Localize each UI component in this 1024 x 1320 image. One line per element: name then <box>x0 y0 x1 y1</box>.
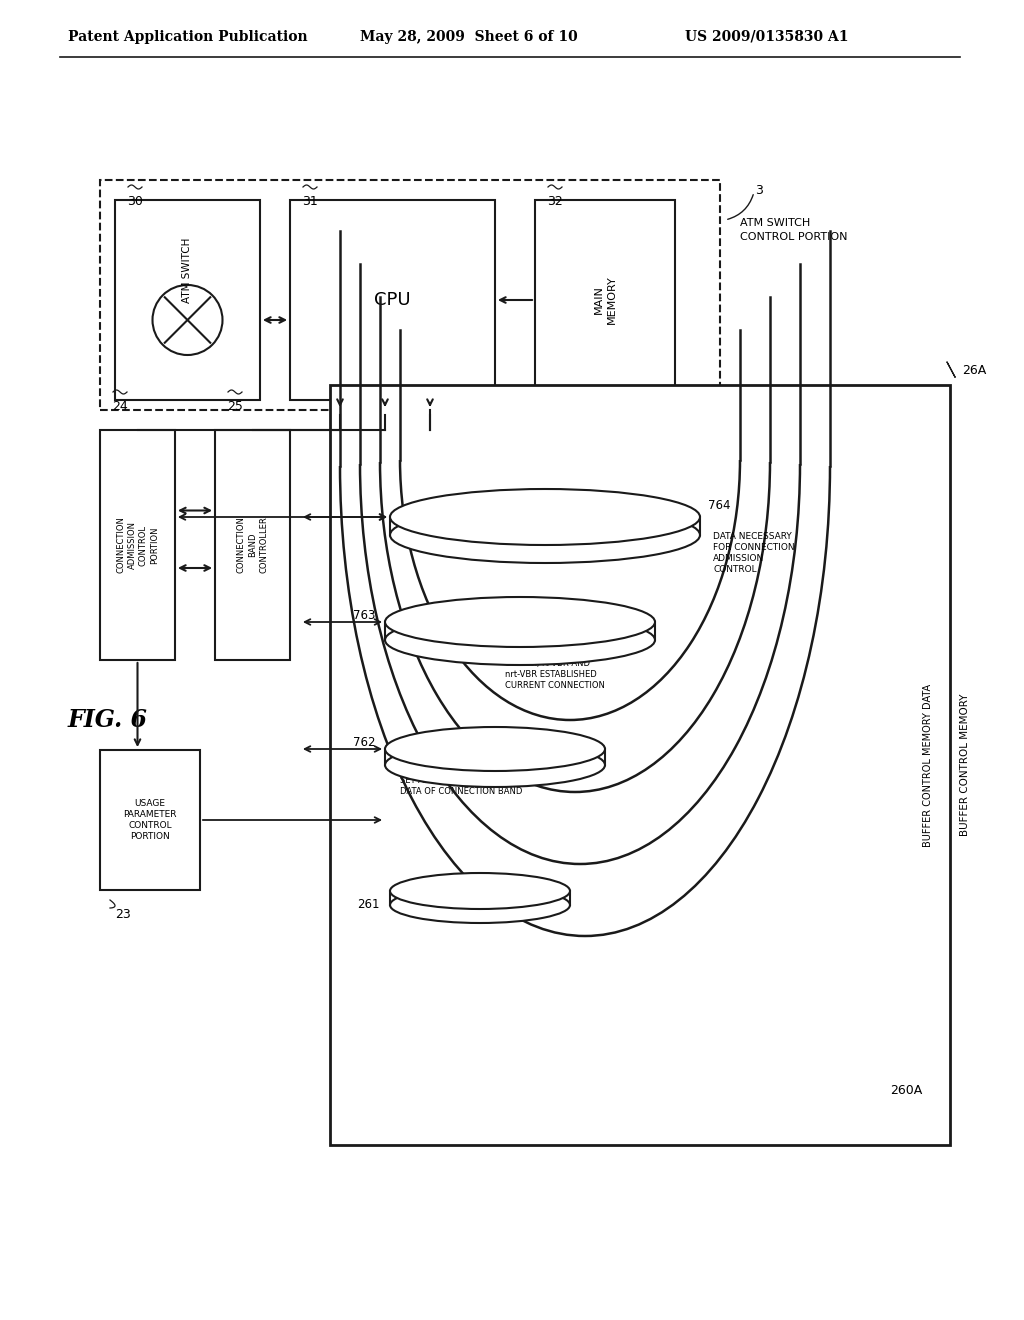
Text: 24: 24 <box>112 400 128 413</box>
Text: 30: 30 <box>127 195 143 209</box>
Ellipse shape <box>390 887 570 923</box>
Text: MAIN
MEMORY: MAIN MEMORY <box>593 276 616 325</box>
Bar <box>100 430 175 660</box>
Text: Patent Application Publication: Patent Application Publication <box>68 30 307 44</box>
Ellipse shape <box>385 615 655 665</box>
Ellipse shape <box>385 597 655 647</box>
Text: BUFFER CONTROL MEMORY DATA: BUFFER CONTROL MEMORY DATA <box>923 684 933 846</box>
Bar <box>535 201 675 400</box>
Text: CPU: CPU <box>374 290 411 309</box>
Text: FIG. 6: FIG. 6 <box>68 708 148 733</box>
Bar <box>100 180 720 411</box>
Text: BAND DATA PER CONNECTION
DECLARED UPON SVC SETTING
DEMAND: BAND DATA PER CONNECTION DECLARED UPON S… <box>406 886 545 917</box>
Ellipse shape <box>390 507 700 564</box>
Ellipse shape <box>390 488 700 545</box>
Ellipse shape <box>390 873 570 909</box>
Bar <box>330 385 950 1144</box>
Text: DATA NECESSARY
FOR CONNECTION
ADMISSION
CONTROL: DATA NECESSARY FOR CONNECTION ADMISSION … <box>713 532 795 574</box>
Text: 32: 32 <box>547 195 563 209</box>
Bar <box>290 201 495 400</box>
Text: USAGE
PARAMETER
CONTROL
PORTION: USAGE PARAMETER CONTROL PORTION <box>123 799 177 841</box>
Text: CONNECTION BAND DATA
TO BE PRELIMINARILY
SET AS BAND ACQUIRING
DATA OF CONNECTIO: CONNECTION BAND DATA TO BE PRELIMINARILY… <box>400 754 522 796</box>
Text: US 2009/0135830 A1: US 2009/0135830 A1 <box>685 30 849 44</box>
Text: CONNECTION
BAND
CONTROLLER: CONNECTION BAND CONTROLLER <box>237 516 268 573</box>
Bar <box>100 750 200 890</box>
Ellipse shape <box>385 743 605 787</box>
Bar <box>390 517 700 535</box>
Text: CONNECTION
ADMISSION
CONTROL
PORTION: CONNECTION ADMISSION CONTROL PORTION <box>117 516 159 573</box>
Text: 260A: 260A <box>890 1084 923 1097</box>
Text: May 28, 2009  Sheet 6 of 10: May 28, 2009 Sheet 6 of 10 <box>360 30 578 44</box>
Bar <box>115 201 260 400</box>
Ellipse shape <box>385 727 605 771</box>
Text: 763: 763 <box>352 609 375 622</box>
Text: 3: 3 <box>755 183 763 197</box>
Text: ATM SWITCH: ATM SWITCH <box>182 238 193 302</box>
Bar <box>215 430 290 660</box>
Bar <box>385 622 655 640</box>
Text: 764: 764 <box>708 499 730 512</box>
Text: 25: 25 <box>227 400 243 413</box>
Bar <box>385 748 605 766</box>
Text: BUFFER CONTROL MEMORY: BUFFER CONTROL MEMORY <box>961 694 970 837</box>
Text: 31: 31 <box>302 195 317 209</box>
Text: 762: 762 <box>352 737 375 748</box>
Bar <box>390 891 570 906</box>
Text: 26A: 26A <box>962 363 986 376</box>
Text: CONNECTION BAND
DATA OF PVC OR SVC
OF CBR, rt-VBR AND
nrt-VBR ESTABLISHED
CURREN: CONNECTION BAND DATA OF PVC OR SVC OF CB… <box>505 638 605 690</box>
Text: ATM SWITCH
CONTROL PORTION: ATM SWITCH CONTROL PORTION <box>740 218 848 242</box>
Text: 261: 261 <box>357 898 380 911</box>
Text: 23: 23 <box>115 908 131 921</box>
